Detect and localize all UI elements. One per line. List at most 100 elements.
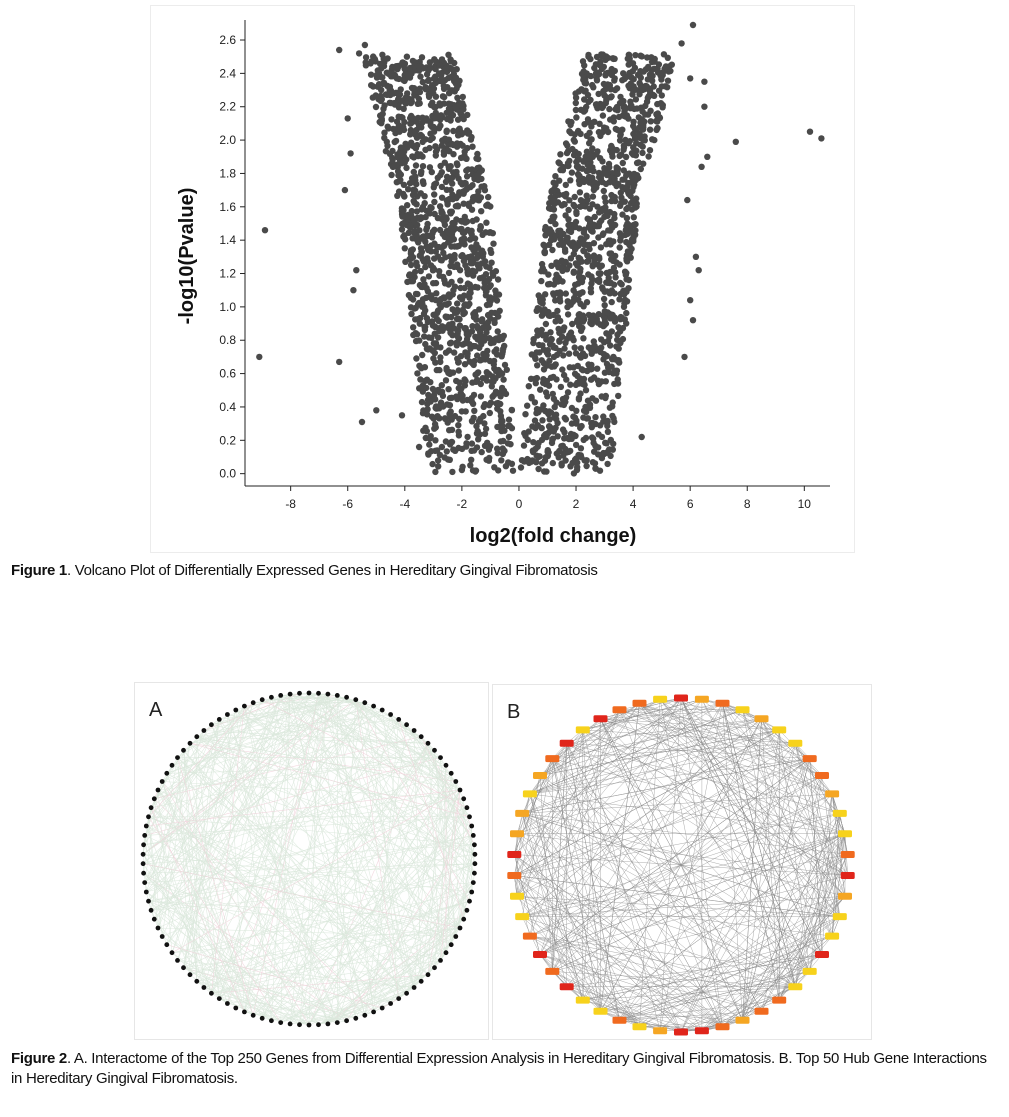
volcano-point <box>584 196 591 203</box>
volcano-point <box>467 229 474 236</box>
network-edge <box>521 813 620 1021</box>
network-edge <box>619 718 762 1021</box>
volcano-point <box>541 249 548 256</box>
network-edge <box>183 702 366 968</box>
volcano-point <box>383 69 390 76</box>
volcano-point <box>455 432 463 439</box>
network-edge <box>308 773 452 1026</box>
network-node <box>148 907 154 913</box>
volcano-point <box>598 207 605 215</box>
volcano-point <box>604 422 611 430</box>
network-edge <box>742 709 833 937</box>
volcano-point <box>404 214 411 221</box>
hub-gene-node <box>533 951 547 958</box>
volcano-point <box>464 433 471 441</box>
network-node <box>297 1022 302 1028</box>
volcano-point <box>426 441 433 448</box>
volcano-point <box>576 189 584 196</box>
volcano-point <box>429 267 437 274</box>
network-edge <box>701 954 823 1031</box>
network-edge <box>516 697 682 897</box>
network-edge <box>680 1020 743 1033</box>
volcano-point <box>474 261 481 268</box>
network-edge <box>514 703 640 876</box>
volcano-point <box>574 156 581 163</box>
volcano-point <box>470 246 477 254</box>
network-edge <box>680 743 796 1033</box>
volcano-point <box>400 76 407 84</box>
volcano-point <box>450 446 457 453</box>
network-edge <box>582 729 810 972</box>
network-edge <box>795 793 833 987</box>
volcano-point <box>473 241 480 248</box>
volcano-point <box>576 352 584 360</box>
network-edge <box>514 875 703 1031</box>
network-edge <box>171 702 254 953</box>
network-edge <box>539 793 833 955</box>
network-edge <box>761 718 841 917</box>
volcano-point <box>600 80 608 88</box>
volcano-point <box>379 110 386 118</box>
network-edge <box>521 813 567 987</box>
volcano-point <box>600 418 607 425</box>
volcano-point <box>429 87 436 94</box>
network-edge <box>157 927 272 1021</box>
volcano-point <box>454 132 462 139</box>
volcano-point <box>585 173 593 181</box>
volcano-point <box>525 383 532 390</box>
network-edge <box>227 714 245 1012</box>
volcano-outlier-point <box>336 358 343 366</box>
network-edge <box>522 916 640 1027</box>
network-node <box>143 823 149 829</box>
network-edge <box>373 706 399 999</box>
figure-1-caption-text: . Volcano Plot of Differentially Express… <box>66 562 598 579</box>
network-edge <box>171 789 461 953</box>
volcano-point <box>571 138 578 145</box>
volcano-outlier-point <box>638 433 645 441</box>
network-edge <box>144 719 220 883</box>
volcano-outlier-point <box>681 353 688 361</box>
network-node <box>169 950 175 956</box>
network-edge <box>157 719 220 929</box>
volcano-point <box>394 168 402 175</box>
volcano-point <box>639 136 647 143</box>
network-edge <box>227 714 338 1023</box>
volcano-point <box>632 52 639 59</box>
volcano-outlier-point <box>572 455 580 462</box>
network-edge <box>514 697 682 855</box>
network-edge <box>639 703 846 834</box>
network-edge <box>211 918 464 994</box>
network-edge <box>516 729 584 897</box>
volcano-point <box>548 335 555 343</box>
volcano-point <box>577 327 585 334</box>
volcano-point <box>544 447 551 454</box>
network-node <box>448 770 454 776</box>
network-edge <box>189 695 281 975</box>
network-edge <box>183 693 319 751</box>
network-edge <box>390 714 475 874</box>
volcano-point <box>501 447 508 455</box>
volcano-outlier-point <box>336 46 343 54</box>
volcano-point <box>571 294 578 302</box>
volcano-point <box>431 330 438 337</box>
volcano-point <box>473 322 481 330</box>
volcano-point <box>435 463 442 470</box>
figure-1-caption: Figure 1. Volcano Plot of Differentially… <box>11 561 1001 581</box>
network-node <box>159 934 165 939</box>
volcano-point <box>573 407 580 414</box>
volcano-point <box>432 248 439 255</box>
volcano-point <box>653 126 660 134</box>
volcano-point <box>548 197 556 204</box>
volcano-point <box>508 460 516 467</box>
network-edge <box>406 724 475 845</box>
network-edge <box>514 729 780 876</box>
volcano-outlier-point <box>353 267 360 274</box>
volcano-point <box>413 259 420 266</box>
network-edge <box>150 743 191 911</box>
volcano-point <box>451 78 458 85</box>
hub-gene-node <box>825 932 840 940</box>
volcano-point <box>550 311 557 319</box>
volcano-point <box>442 313 449 320</box>
volcano-point <box>478 448 485 456</box>
volcano-point <box>623 205 630 213</box>
